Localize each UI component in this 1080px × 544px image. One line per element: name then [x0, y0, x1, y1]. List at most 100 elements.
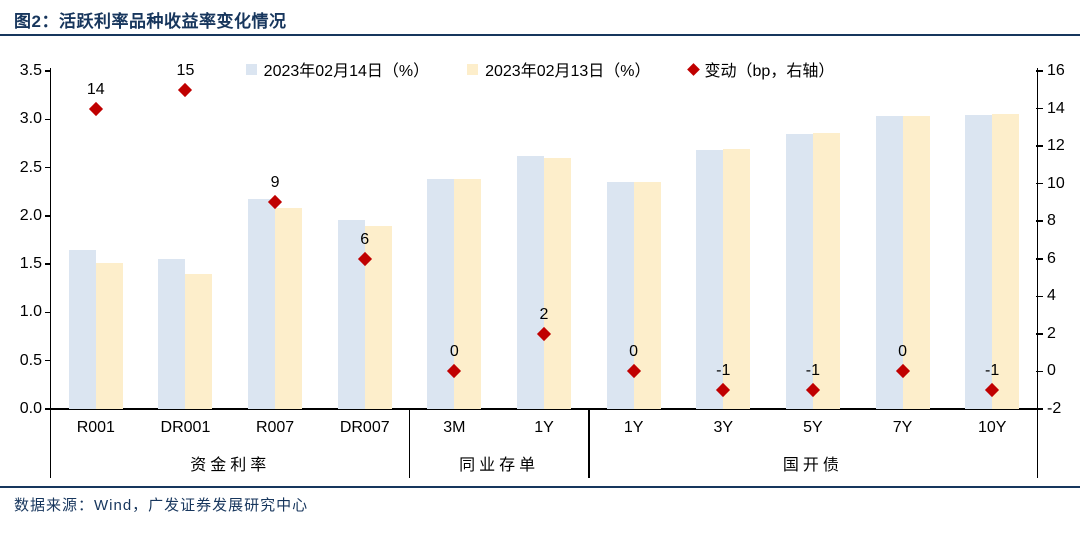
y-axis-left-tick: [44, 166, 51, 169]
y-axis-left-tick: [44, 359, 51, 362]
bar-feb14-10Y: [965, 115, 993, 409]
change-label-DR001: 15: [176, 61, 195, 79]
y-axis-right-tick: [1036, 408, 1043, 410]
change-marker-DR001: [178, 82, 193, 97]
change-label-5Y: -1: [805, 362, 821, 380]
data-source: 数据来源：Wind，广发证券发展研究中心: [14, 497, 309, 514]
chart-legend: 2023年02月14日（%） 2023年02月13日（%） 变动（bp，右轴）: [0, 57, 1080, 81]
y-axis-right-tick: [1036, 70, 1043, 72]
legend-square-icon: [245, 63, 257, 75]
bar-feb13-DR001: [185, 273, 213, 409]
y-axis-right-tick: [1036, 145, 1043, 147]
figure-title: 图2：活跃利率品种收益率变化情况: [14, 12, 287, 31]
bar-feb14-DR007: [337, 219, 365, 409]
bar-feb13-1Y: [633, 182, 661, 409]
y-axis-left-tick-label: 0.0: [19, 400, 42, 417]
y-axis-left-tick: [44, 70, 51, 72]
y-axis-left-tick: [44, 118, 51, 121]
y-axis-right-tick: [1036, 182, 1043, 185]
category-label-R001: R001: [76, 419, 115, 436]
footer-rule: [0, 486, 1080, 488]
y-axis-left-tick: [44, 263, 51, 265]
legend-label: 2023年02月14日（%）: [263, 63, 430, 80]
y-axis-right-tick-label: 8: [1047, 212, 1056, 230]
y-axis-left-tick: [44, 408, 51, 410]
category-label-3Y: 3Y: [713, 419, 734, 436]
category-label-1Y: 1Y: [623, 419, 644, 436]
y-axis-left-tick-label: 0.5: [19, 351, 42, 369]
category-label-10Y: 10Y: [977, 419, 1007, 436]
y-axis-left-tick-label: 2.0: [19, 206, 42, 224]
y-axis-right-tick: [1036, 333, 1043, 335]
legend-item-0: 2023年02月14日（%）: [245, 57, 430, 81]
bar-feb14-R007: [248, 199, 276, 409]
group-label-1: 同业存单: [459, 457, 540, 474]
bar-feb13-10Y: [992, 114, 1020, 409]
change-label-DR007: 6: [360, 230, 370, 248]
category-label-5Y: 5Y: [803, 419, 823, 436]
bar-feb14-DR001: [158, 259, 186, 409]
bar-feb14-R001: [68, 249, 96, 409]
bar-feb13-R001: [95, 263, 123, 409]
bar-feb13-DR007: [364, 225, 392, 409]
y-axis-right-tick-label: 14: [1047, 99, 1065, 117]
y-axis-right-tick: [1036, 370, 1043, 373]
bar-feb14-1Y: [606, 182, 634, 409]
bar-feb13-7Y: [902, 116, 930, 409]
change-label-3M: 0: [449, 343, 459, 361]
legend-square-icon: [467, 63, 479, 75]
y-axis-right-tick-label: 10: [1047, 174, 1065, 192]
group-label-2: 国开债: [782, 457, 843, 474]
bar-feb14-1Y: [517, 155, 544, 409]
change-marker-R001: [88, 101, 103, 116]
change-label-1Y: 0: [629, 343, 639, 361]
y-axis-left-tick-label: 2.5: [19, 158, 42, 176]
y-axis-right-tick-label: 4: [1047, 287, 1056, 305]
bar-feb13-R007: [275, 208, 303, 409]
bar-feb13-3M: [454, 179, 482, 409]
y-axis-right-tick: [1036, 258, 1043, 260]
y-axis-left-line: [49, 68, 51, 478]
x-axis-line: [51, 408, 1037, 410]
group-divider: [408, 409, 411, 478]
y-axis-left-tick-label: 1.5: [19, 255, 42, 273]
legend-label: 变动（bp，右轴）: [704, 63, 835, 80]
change-label-7Y: 0: [898, 343, 907, 361]
category-label-1Y: 1Y: [534, 419, 554, 436]
change-label-10Y: -1: [985, 362, 1000, 380]
bar-feb14-5Y: [785, 133, 813, 409]
y-axis-right-line: [1036, 68, 1038, 478]
legend-item-1: 2023年02月13日（%）: [467, 57, 651, 81]
bar-feb13-3Y: [723, 149, 751, 409]
y-axis-right-tick-label: 2: [1047, 324, 1056, 342]
change-label-1Y: 2: [539, 305, 549, 323]
category-label-3M: 3M: [443, 419, 466, 436]
category-label-DR001: DR001: [160, 419, 211, 436]
category-label-7Y: 7Y: [892, 419, 913, 436]
group-label-0: 资金利率: [190, 457, 271, 474]
y-axis-left-tick-label: 3.5: [19, 62, 42, 79]
category-label-R007: R007: [255, 419, 295, 436]
y-axis-right-tick-label: 16: [1047, 62, 1065, 79]
group-divider: [588, 409, 590, 478]
y-axis-left-tick: [44, 215, 51, 217]
y-axis-right-tick-label: 12: [1047, 137, 1065, 155]
y-axis-left-tick-label: 3.0: [19, 110, 42, 128]
bar-feb14-3Y: [696, 150, 724, 409]
legend-label: 2023年02月13日（%）: [485, 63, 651, 80]
y-axis-right-tick: [1036, 220, 1043, 222]
category-label-DR007: DR007: [339, 419, 390, 436]
y-axis-left-tick-label: 1.0: [19, 303, 42, 321]
bar-feb13-1Y: [544, 157, 571, 409]
legend-item-2: 变动（bp，右轴）: [686, 57, 835, 81]
y-axis-right-tick: [1036, 295, 1043, 298]
change-label-R007: 9: [270, 174, 280, 192]
bar-feb13-5Y: [812, 132, 840, 409]
change-label-R001: 14: [86, 80, 105, 98]
y-axis-right-tick-label: 0: [1047, 362, 1056, 380]
change-label-3Y: -1: [716, 362, 731, 380]
y-axis-right-tick-label: -2: [1047, 400, 1062, 417]
bar-feb14-7Y: [875, 116, 903, 409]
y-axis-right-tick-label: 6: [1047, 249, 1056, 267]
